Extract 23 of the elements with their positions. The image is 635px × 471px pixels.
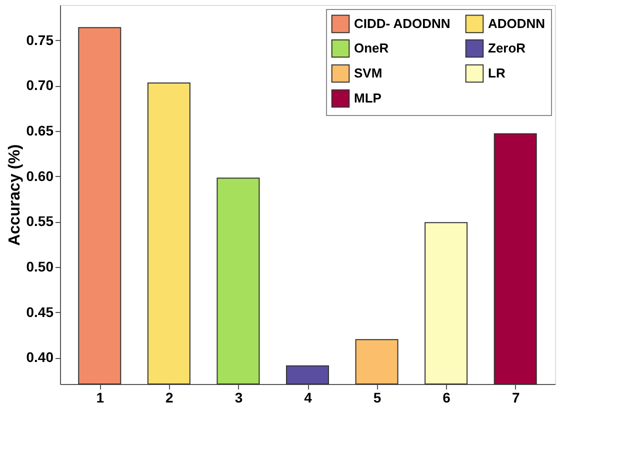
y-tick-label: 0.40 xyxy=(26,349,54,366)
y-tick-label: 0.70 xyxy=(26,77,54,94)
legend-label: ZeroR xyxy=(488,40,526,56)
x-tick-label: 1 xyxy=(96,390,104,406)
y-axis-title: Accuracy (%) xyxy=(6,144,24,246)
x-tick-label: 2 xyxy=(166,390,174,406)
legend-label: OneR xyxy=(354,40,390,56)
y-tick-label: 0.65 xyxy=(26,122,54,139)
y-tick-label: 0.50 xyxy=(26,258,54,275)
y-tick-label: 0.75 xyxy=(26,32,54,48)
legend-label: CIDD- ADODNN xyxy=(354,16,450,31)
x-tick-label: 5 xyxy=(373,390,382,406)
y-tick-label: 0.60 xyxy=(26,168,54,184)
x-tick-label: 4 xyxy=(304,390,312,406)
x-tick-label: 7 xyxy=(512,390,520,406)
x-tick-label: 6 xyxy=(442,390,451,406)
legend-label: MLP xyxy=(354,90,382,106)
y-tick-label: 0.45 xyxy=(26,304,54,320)
legend-label: LR xyxy=(488,66,506,80)
legend-label: ADODNN xyxy=(488,16,546,31)
legend-label: SVM xyxy=(354,66,382,80)
x-tick-label: 3 xyxy=(234,390,243,406)
y-tick-label: 0.55 xyxy=(26,213,54,230)
